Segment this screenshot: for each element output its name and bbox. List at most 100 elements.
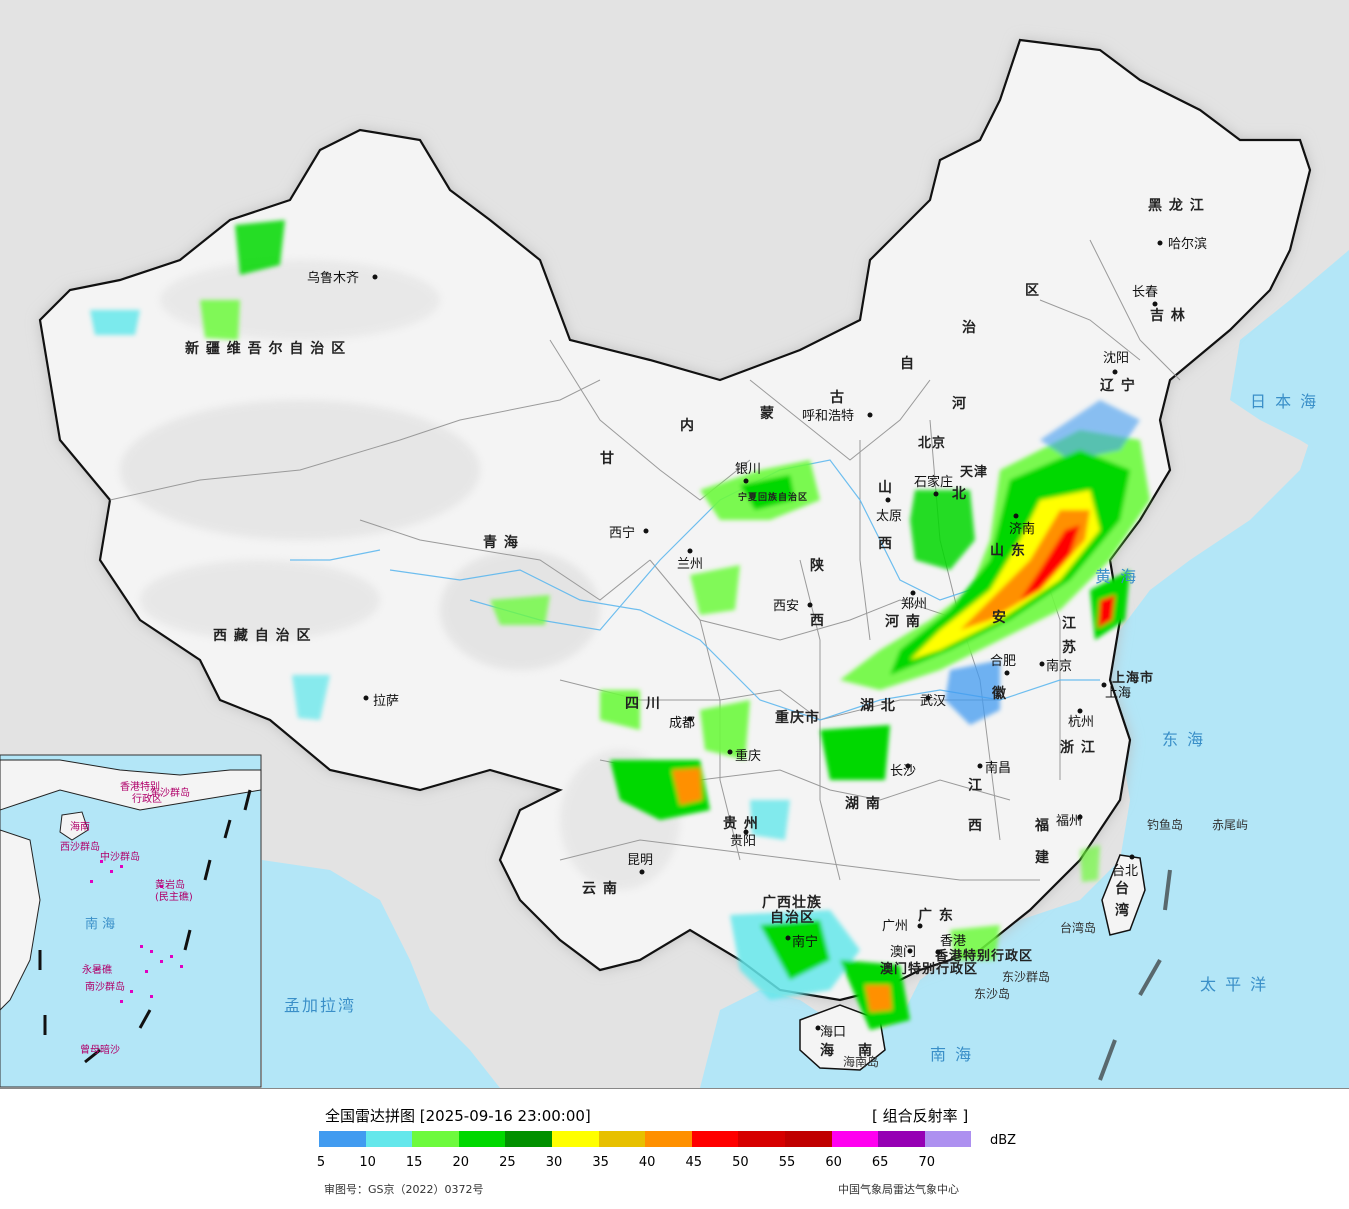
province-label: 吉 林 — [1150, 307, 1186, 324]
sea-label: 日 本 海 — [1250, 392, 1318, 411]
unit-label: dBZ — [990, 1133, 1017, 1148]
city-label: 哈尔滨 — [1168, 236, 1207, 252]
echo-green-hebei — [910, 490, 975, 570]
province-label: 苏 — [1062, 639, 1077, 656]
city-label: 南宁 — [792, 934, 818, 950]
province-label: 云 南 — [582, 880, 618, 897]
province-label: 广西壮族 — [762, 894, 822, 911]
province-label: 澳门特别行政区 — [880, 961, 978, 977]
province-label: 江 — [968, 777, 983, 794]
city-marker — [1112, 369, 1118, 375]
color-scale-tick: 30 — [545, 1155, 563, 1170]
city-marker — [743, 478, 749, 484]
province-label: 自 — [900, 355, 915, 372]
city-marker — [1039, 661, 1045, 667]
hainan-island — [799, 1004, 886, 1071]
city-label: 杭州 — [1068, 715, 1094, 730]
island-label: 台湾岛 — [1060, 920, 1096, 935]
city-marker — [687, 548, 693, 554]
product-label: [ 组合反射率 ] — [872, 1107, 969, 1125]
province-label: 内 — [680, 417, 695, 434]
inset-label: 曾母暗沙 — [80, 1043, 120, 1056]
city-marker — [935, 949, 941, 955]
color-swatch — [319, 1131, 366, 1147]
color-swatch — [645, 1131, 692, 1147]
radar-echo-layer — [90, 220, 1150, 1030]
inset-label: 南 海 — [85, 916, 115, 932]
color-swatch — [878, 1131, 925, 1147]
city-marker — [907, 948, 913, 954]
echo-hubei-west — [820, 725, 890, 780]
echo-red-shandong — [1020, 525, 1080, 600]
city-label: 海口 — [820, 1025, 846, 1040]
city-marker — [785, 935, 791, 941]
echo-leizhou-core — [865, 985, 892, 1012]
city-marker — [1157, 240, 1163, 246]
island-label: 海南岛 — [843, 1054, 879, 1069]
province-label: 区 — [1025, 283, 1040, 299]
province-label: 天津 — [960, 464, 988, 480]
province-label: 山 — [878, 480, 893, 496]
inset-label: 中沙群岛 — [100, 850, 140, 863]
city-marker — [643, 528, 649, 534]
color-scale-tick: 65 — [871, 1155, 889, 1170]
province-label: 古 — [830, 389, 845, 406]
city-marker — [363, 695, 369, 701]
echo-sichuan-center — [700, 700, 750, 760]
province-label: 北 — [952, 486, 967, 502]
color-scale-tick: 55 — [778, 1155, 796, 1170]
island-label: 赤尾屿 — [1212, 818, 1248, 832]
color-swatch — [365, 1131, 413, 1147]
city-marker — [885, 497, 891, 503]
source-label: 中国气象局雷达气象中心 — [838, 1183, 959, 1196]
province-label: 西 — [878, 536, 893, 552]
legend-panel — [0, 1088, 1349, 1209]
echo-gansu — [690, 565, 740, 615]
color-swatch — [691, 1131, 739, 1147]
province-label: 广 东 — [918, 907, 954, 924]
province-label: 新 疆 维 吾 尔 自 治 区 — [185, 340, 346, 357]
province-label: 青 海 — [483, 534, 519, 551]
province-label: 徽 — [991, 685, 1007, 702]
color-scale-tick: 40 — [638, 1155, 656, 1170]
city-marker — [910, 590, 916, 596]
color-swatch — [784, 1131, 832, 1147]
color-scale-ticks: 5 10 15 20 25 30 35 40 45 50 55 60 65 70 — [317, 1155, 939, 1171]
color-scale-tick: 20 — [452, 1155, 470, 1170]
city-label: 长春 — [1132, 285, 1158, 300]
color-scale-tick: 45 — [685, 1155, 703, 1170]
city-label: 贵阳 — [730, 834, 756, 849]
city-label: 乌鲁木齐 — [307, 270, 359, 286]
inset-label: 永暑礁 — [82, 963, 112, 976]
province-label: 福 — [1034, 817, 1050, 834]
echo-xinjiang-2 — [90, 310, 140, 335]
color-swatch — [505, 1131, 552, 1147]
city-marker — [807, 602, 813, 608]
province-label: 西 — [810, 613, 825, 629]
province-label: 河 南 — [885, 613, 921, 630]
echo-tibet — [292, 675, 330, 720]
inset-label: 东沙群岛 — [150, 786, 190, 799]
color-swatch — [738, 1131, 785, 1147]
province-label: 海 — [820, 1042, 835, 1059]
island-label: 东沙群岛 — [1002, 969, 1050, 984]
color-scale-tick: 35 — [592, 1155, 609, 1170]
inset-label: 南沙群岛 — [85, 980, 125, 993]
echo-guangdong — [950, 925, 1000, 960]
city-marker — [743, 829, 749, 835]
city-label: 西宁 — [609, 525, 635, 541]
echo-jiangsu-core — [1098, 595, 1115, 628]
inset-label: 黄岩岛 — [155, 878, 185, 891]
province-label: 陕 — [810, 557, 825, 574]
city-marker — [867, 412, 873, 418]
province-label: 香港特别行政区 — [934, 948, 1033, 964]
color-scale-tick: 70 — [918, 1155, 936, 1170]
province-label: 江 — [1062, 615, 1077, 632]
city-marker — [1004, 670, 1010, 676]
city-label: 石家庄 — [914, 474, 953, 490]
city-label: 郑州 — [901, 597, 927, 612]
inset-label: (民主礁) — [155, 890, 193, 903]
city-marker — [933, 491, 939, 497]
color-swatch — [458, 1131, 506, 1147]
